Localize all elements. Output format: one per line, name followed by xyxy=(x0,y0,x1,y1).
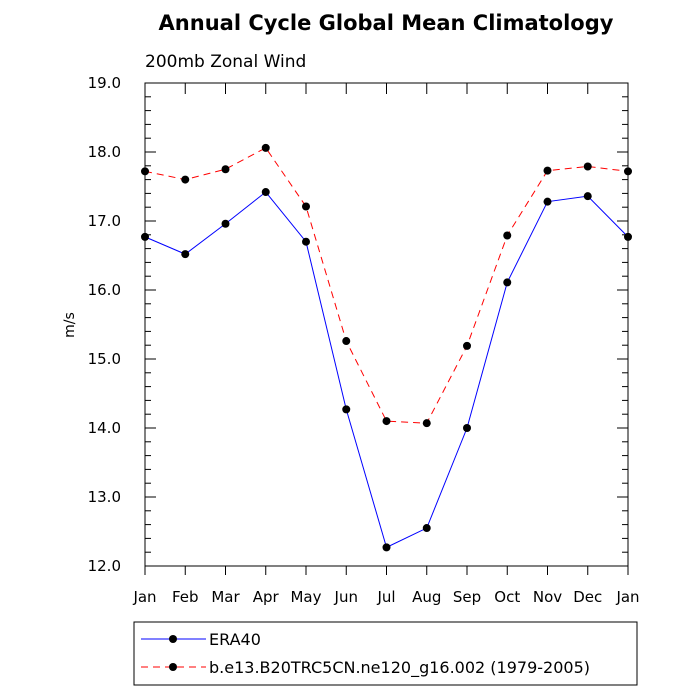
series-0-point xyxy=(583,192,592,201)
series-1-point xyxy=(583,162,592,171)
series-1-point xyxy=(543,166,552,175)
series-1-point xyxy=(302,202,310,211)
x-tick-label: Mar xyxy=(211,588,240,606)
x-tick-label: Jul xyxy=(376,588,395,606)
x-tick-label: Sep xyxy=(453,588,481,606)
y-tick-label: 16.0 xyxy=(88,281,121,299)
y-tick-label: 12.0 xyxy=(88,557,121,575)
series-0-point xyxy=(141,232,149,241)
x-tick-label: Apr xyxy=(253,588,280,606)
series-line-0 xyxy=(144,191,629,549)
chart-title: Annual Cycle Global Mean Climatology xyxy=(159,11,614,35)
series-1-point xyxy=(141,167,149,176)
x-tick-label: Jan xyxy=(132,588,156,606)
legend-marker-era40 xyxy=(169,635,177,643)
series-0-point xyxy=(543,197,552,206)
legend-marker-model xyxy=(169,663,177,671)
chart-subtitle: 200mb Zonal Wind xyxy=(145,52,306,72)
series-1-point xyxy=(181,175,190,184)
series-0-point xyxy=(463,424,471,432)
series-1-point xyxy=(342,337,351,346)
series-1-point xyxy=(463,341,471,350)
x-tick-label: Oct xyxy=(494,588,520,606)
y-tick-label: 17.0 xyxy=(88,212,121,230)
series-1-point xyxy=(261,143,270,152)
series-0-point xyxy=(261,188,270,197)
x-tick-label: Aug xyxy=(412,588,441,606)
series-0-point xyxy=(302,237,310,246)
series-1-point xyxy=(422,419,431,428)
axis-ticks: 12.0 13.0 14.0 15.0 16.0 17.0 18.0 19.0 Jan Feb Ma… xyxy=(88,74,640,606)
series-0-point xyxy=(422,524,431,533)
x-tick-label: Jun xyxy=(334,588,358,606)
y-axis-label: m/s xyxy=(62,312,78,338)
y-tick-label: 13.0 xyxy=(88,488,121,506)
series-0-point xyxy=(181,250,190,259)
x-tick-label: May xyxy=(290,588,321,606)
y-tick-label: 14.0 xyxy=(88,419,121,437)
series-line-1 xyxy=(144,147,629,424)
x-tick-label: Nov xyxy=(533,588,562,606)
y-tick-label: 19.0 xyxy=(88,74,121,92)
legend-label-era40: ERA40 xyxy=(209,630,261,649)
series-0-point xyxy=(624,232,632,241)
y-tick-label: 15.0 xyxy=(88,350,121,368)
series-0-point xyxy=(342,405,351,414)
series-1-point xyxy=(503,231,512,240)
x-tick-label: Jan xyxy=(615,588,639,606)
series-1-point xyxy=(624,167,632,176)
x-tick-label: Dec xyxy=(573,588,602,606)
y-tick-label: 18.0 xyxy=(88,143,121,161)
series-1-point xyxy=(221,165,230,174)
series-layer xyxy=(141,143,632,552)
legend: ERA40 b.e13.B20TRC5CN.ne120_g16.002 (197… xyxy=(133,621,638,686)
x-tick-label: Feb xyxy=(172,588,199,606)
series-1-point xyxy=(382,417,391,426)
series-0-point xyxy=(221,219,230,228)
plot-frame xyxy=(144,82,629,567)
series-0-point xyxy=(503,278,512,287)
series-0-point xyxy=(382,543,391,552)
legend-label-model: b.e13.B20TRC5CN.ne120_g16.002 (1979-2005… xyxy=(209,658,590,678)
legend-box xyxy=(133,621,638,686)
